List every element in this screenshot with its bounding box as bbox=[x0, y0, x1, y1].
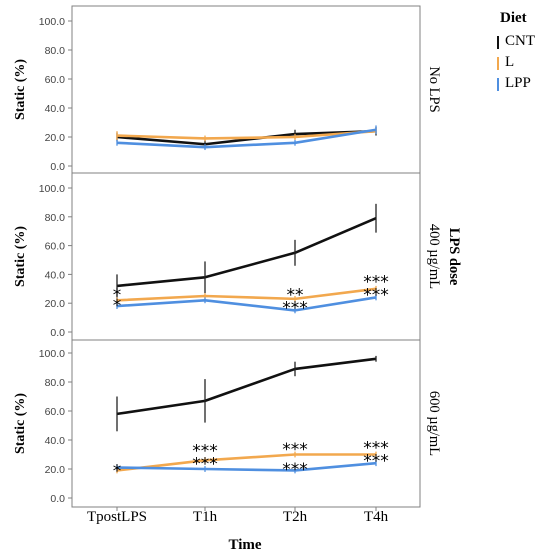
panel-2: 0.0 20.0 40.0 60.0 80.0 100.0 Static (%) LPS do… bbox=[13, 172, 462, 341]
panel-frame bbox=[71, 5, 421, 174]
significance-marker: *** bbox=[192, 454, 218, 474]
y-axis-title: Static (%) bbox=[13, 393, 28, 454]
legend-title: Diet bbox=[500, 10, 527, 26]
y-tick-label: 40.0 bbox=[45, 103, 66, 115]
panel-frame bbox=[71, 339, 421, 508]
legend-label: LPP bbox=[505, 75, 531, 91]
significance-marker: * bbox=[113, 286, 122, 306]
series-line bbox=[116, 453, 376, 472]
y-tick-label: 80.0 bbox=[45, 377, 66, 389]
y-tick-label: 100.0 bbox=[39, 348, 65, 360]
significance-marker: *** bbox=[363, 273, 389, 293]
panel-1: 0.0 20.0 40.0 60.0 80.0 100.0 Static (%) No LPS bbox=[13, 5, 442, 174]
facet-strip-label: 400 µg/mL bbox=[426, 224, 442, 289]
series-cnt bbox=[116, 355, 377, 432]
significance-marker: * bbox=[113, 296, 122, 316]
chart-panels: 0.0 20.0 40.0 60.0 80.0 100.0 Static (%) No LPS… bbox=[13, 5, 462, 508]
y-axis-title: Static (%) bbox=[13, 226, 28, 287]
facet-strip-label: No LPS bbox=[426, 66, 442, 112]
x-axis: TpostLPS T1h T2h T4h bbox=[87, 507, 389, 525]
y-tick-label: 80.0 bbox=[45, 45, 66, 57]
y-tick-label: 40.0 bbox=[45, 435, 66, 447]
x-tick-label: TpostLPS bbox=[87, 509, 147, 525]
x-axis-title: Time bbox=[228, 537, 261, 553]
legend-label: L bbox=[505, 54, 514, 70]
x-tick-label: T1h bbox=[193, 509, 218, 525]
y-tick-label: 60.0 bbox=[45, 406, 66, 418]
y-tick-label: 40.0 bbox=[45, 269, 66, 281]
facet-group-label: LPS dose bbox=[446, 228, 462, 286]
series-l bbox=[116, 451, 377, 474]
significance-marker: * bbox=[113, 462, 122, 482]
y-tick-label: 100.0 bbox=[39, 16, 65, 28]
legend-entry-cnt: CNT bbox=[497, 33, 535, 49]
series-line bbox=[116, 129, 377, 140]
significance-marker: *** bbox=[282, 440, 308, 460]
y-tick-label: 20.0 bbox=[45, 132, 66, 144]
series-line bbox=[116, 287, 377, 302]
series-line bbox=[116, 217, 377, 288]
significance-marker: *** bbox=[282, 460, 308, 480]
y-tick-label: 0.0 bbox=[50, 493, 65, 505]
legend-entry-l: L bbox=[497, 54, 514, 70]
x-tick-label: T2h bbox=[283, 509, 308, 525]
significance-marker: *** bbox=[363, 438, 389, 458]
series-l bbox=[116, 128, 377, 142]
panel-frame bbox=[71, 172, 421, 341]
facet-strip-label: 600 µg/mL bbox=[426, 391, 442, 456]
y-tick-label: 20.0 bbox=[45, 464, 66, 476]
significance-marker: *** bbox=[192, 441, 218, 461]
legend-entry-lpp: LPP bbox=[497, 75, 531, 91]
series-line bbox=[116, 357, 377, 416]
y-axis-title: Static (%) bbox=[13, 59, 28, 120]
y-tick-label: 80.0 bbox=[45, 212, 66, 224]
x-tick-label: T4h bbox=[364, 509, 389, 525]
legend-label: CNT bbox=[505, 33, 535, 49]
series-l bbox=[116, 285, 377, 304]
series-lpp bbox=[116, 460, 377, 474]
panel-3: 0.0 20.0 40.0 60.0 80.0 100.0 Static (%) 600 µg… bbox=[13, 339, 442, 508]
significance-marker: ** bbox=[287, 286, 304, 306]
y-tick-label: 20.0 bbox=[45, 298, 66, 310]
series-line bbox=[116, 129, 377, 146]
series-cnt bbox=[116, 203, 377, 298]
series-lpp bbox=[116, 294, 377, 314]
significance-marker: *** bbox=[282, 299, 308, 319]
significance-marker: *** bbox=[363, 451, 389, 471]
series-lpp bbox=[116, 125, 377, 151]
series-line bbox=[116, 296, 377, 312]
series-line bbox=[116, 128, 377, 149]
series-line bbox=[116, 461, 377, 472]
y-tick-label: 100.0 bbox=[39, 183, 65, 195]
y-tick-label: 60.0 bbox=[45, 74, 66, 86]
y-tick-label: 0.0 bbox=[50, 161, 65, 173]
y-tick-label: 60.0 bbox=[45, 241, 66, 253]
y-tick-label: 0.0 bbox=[50, 327, 65, 339]
legend: Diet CNT L LPP bbox=[497, 10, 535, 91]
significance-marker: *** bbox=[363, 286, 389, 306]
